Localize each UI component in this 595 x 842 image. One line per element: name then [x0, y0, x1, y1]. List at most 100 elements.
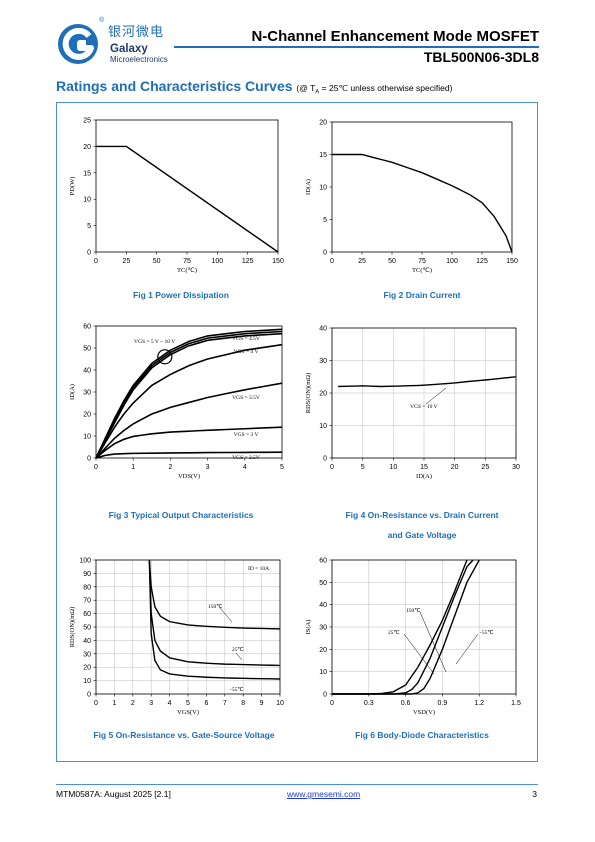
- x-tick-label: 0.9: [438, 700, 448, 707]
- galaxy-logo-icon: [58, 24, 98, 64]
- highlight-circle: [157, 349, 173, 365]
- x-tick-label: 15: [420, 464, 428, 471]
- y-tick-label: 70: [83, 598, 91, 605]
- x-tick-label: 125: [242, 258, 254, 265]
- y-tick-label: 10: [83, 197, 91, 204]
- y-tick-label: 50: [83, 346, 91, 353]
- x-tick-label: 1: [112, 700, 116, 707]
- chart-drain-current: 0 25 50 75 100 125 150 0 5 10 15 20 TC(℃) ID(A): [305, 120, 518, 275]
- y-tick-label: 20: [319, 391, 327, 398]
- condition-prefix: (@ T: [296, 83, 316, 93]
- y-tick-label: 10: [319, 669, 327, 676]
- annotation-label: 25℃: [232, 647, 245, 653]
- y-tick-label: 30: [83, 390, 91, 397]
- x-axis-label: ID(A): [416, 473, 432, 480]
- series-line: [148, 559, 281, 667]
- x-tick-label: 5: [280, 464, 284, 471]
- x-axis-label: TC(℃): [177, 267, 197, 274]
- y-tick-label: 20: [83, 144, 91, 151]
- y-tick-label: 20: [83, 665, 91, 672]
- charts-frame: [56, 102, 538, 762]
- y-tick-label: 30: [319, 625, 327, 632]
- y-tick-label: 0: [323, 456, 327, 463]
- x-tick-label: 50: [153, 258, 161, 265]
- x-tick-label: 20: [451, 464, 459, 471]
- section-title-text: Ratings and Characteristics Curves: [56, 78, 293, 94]
- x-tick-label: 0: [94, 464, 98, 471]
- series-line: [95, 332, 283, 459]
- x-tick-label: 1.5: [511, 700, 521, 707]
- y-axis-label: RDS(ON)(mΩ): [305, 373, 312, 414]
- y-tick-label: 0: [87, 692, 91, 699]
- series-line: [148, 559, 281, 680]
- x-axis-label: VGS(V): [177, 709, 199, 716]
- x-tick-label: 5: [186, 700, 190, 707]
- x-tick-label: 7: [223, 700, 227, 707]
- x-tick-label: 125: [476, 258, 488, 265]
- x-tick-label: 25: [358, 258, 366, 265]
- x-tick-label: 1.2: [474, 700, 484, 707]
- x-axis-label: VSD(V): [413, 709, 435, 716]
- id-condition-label: ID = 10A: [248, 566, 269, 572]
- condition-suffix: = 25℃ unless otherwise specified): [319, 83, 453, 93]
- x-tick-label: 2: [131, 700, 135, 707]
- x-tick-label: 10: [389, 464, 397, 471]
- y-tick-label: 15: [83, 170, 91, 177]
- footer-rule: [56, 784, 538, 785]
- y-tick-label: 5: [323, 217, 327, 224]
- y-tick-label: 90: [83, 571, 91, 578]
- y-tick-label: 50: [83, 625, 91, 632]
- footer-website-link[interactable]: www.gmesemi.com: [287, 789, 361, 799]
- fig6-caption: Fig 6 Body-Diode Characteristics: [355, 730, 489, 740]
- x-tick-label: 0: [330, 700, 334, 707]
- chart-on-resistance-vs-id: 0 5 10 15 20 25 30 0 10 20 30 40 ID(A) RDS(ON)(mΩ) VGS…: [305, 326, 520, 481]
- y-tick-label: 0: [323, 250, 327, 257]
- annotation-label: VGS = 5 V ~ 10 V: [134, 339, 175, 345]
- header-rule: [174, 46, 539, 48]
- x-tick-label: 5: [361, 464, 365, 471]
- chart-power-dissipation: 0 25 50 75 100 125 150 0 5 10 15 20 25 TC(℃) PD(W): [69, 118, 284, 275]
- x-tick-label: 9: [260, 700, 264, 707]
- fig1-caption: Fig 1 Power Dissipation: [133, 290, 229, 300]
- y-tick-label: 60: [83, 324, 91, 331]
- y-tick-label: 10: [319, 185, 327, 192]
- annotation-label: VGS = 10 V: [410, 404, 438, 410]
- series-line: [95, 382, 283, 459]
- y-axis-label: IS(A): [305, 620, 312, 635]
- series-line: [148, 559, 281, 630]
- y-axis-label: RDS(ON)(mΩ): [69, 607, 76, 648]
- document-title: N-Channel Enhancement Mode MOSFET: [251, 28, 539, 45]
- series-line: [95, 451, 283, 459]
- y-tick-label: 60: [319, 558, 327, 565]
- annotation-label: 150℃: [406, 608, 421, 614]
- y-tick-label: 40: [319, 326, 327, 333]
- x-tick-label: 0.6: [401, 700, 411, 707]
- section-title: Ratings and Characteristics Curves (@ TA…: [56, 78, 452, 96]
- annotation-leader: [403, 633, 435, 675]
- annotation-background: [244, 562, 278, 573]
- y-tick-label: 10: [83, 678, 91, 685]
- brand-chinese-name: 银河微电: [108, 25, 165, 40]
- x-tick-label: 0: [94, 258, 98, 265]
- series-line: [338, 376, 517, 388]
- annotation-label: 25℃: [388, 630, 401, 636]
- fig5-caption: Fig 5 On-Resistance vs. Gate-Source Volt…: [93, 730, 275, 740]
- brand-subtitle: Microelectronics: [110, 55, 168, 64]
- brand-name: Galaxy: [110, 43, 148, 55]
- fig3-caption: Fig 3 Typical Output Characteristics: [108, 510, 254, 520]
- x-tick-label: 3: [206, 464, 210, 471]
- y-tick-label: 25: [83, 118, 91, 125]
- condition-sub: A: [315, 89, 320, 96]
- x-tick-label: 2: [168, 464, 172, 471]
- x-tick-label: 30: [512, 464, 520, 471]
- x-tick-label: 4: [168, 700, 172, 707]
- part-number: TBL500N06-3DL8: [423, 49, 539, 65]
- annotation-leader: [455, 633, 479, 665]
- annotation-label: VGS = 4.5V: [232, 336, 260, 342]
- x-tick-label: 100: [446, 258, 458, 265]
- y-tick-label: 10: [83, 434, 91, 441]
- x-tick-label: 150: [506, 258, 518, 265]
- annotation-label: VGS = 4 V: [234, 349, 259, 355]
- series-line: [95, 343, 283, 459]
- chart-body-diode: 0 0.3 0.6 0.9 1.2 1.5 0 10 20 30 40 50 60 VSD(V) IS(A)…: [305, 558, 521, 717]
